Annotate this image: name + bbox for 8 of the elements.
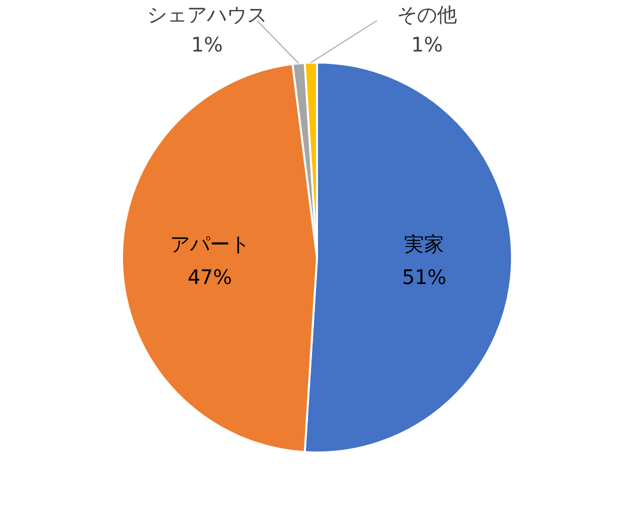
data-label: 1%	[411, 32, 443, 57]
data-label: 47%	[188, 265, 232, 290]
data-label: 51%	[402, 265, 446, 290]
slice-label: シェアハウス	[147, 2, 267, 27]
data-label: 1%	[191, 32, 223, 57]
slice-label: その他	[397, 2, 457, 27]
slice-label: アパート	[170, 232, 250, 256]
slice-label: 実家	[404, 232, 444, 256]
